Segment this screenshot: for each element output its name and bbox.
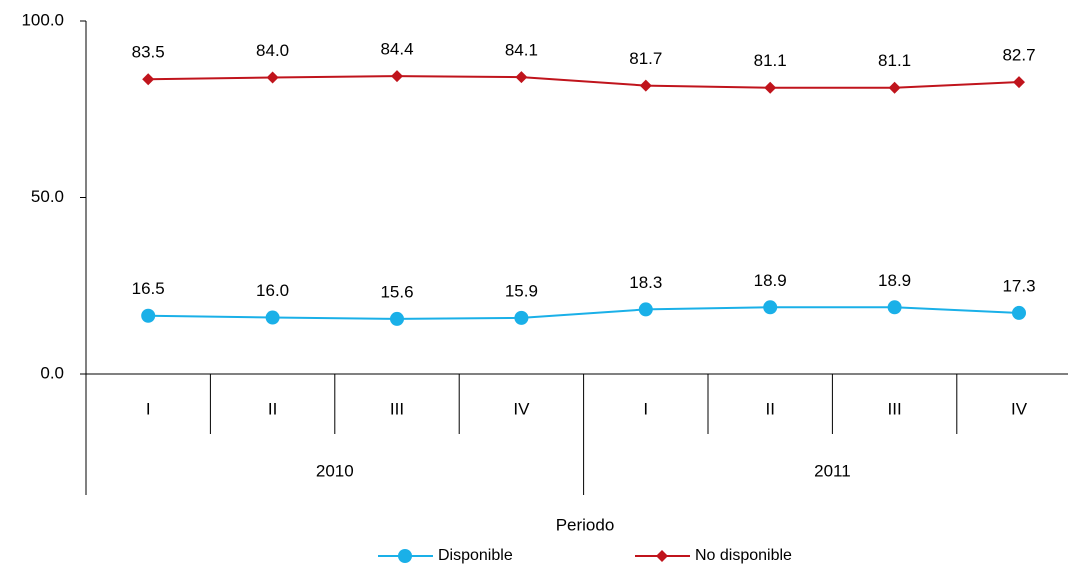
data-point <box>515 71 528 84</box>
legend-marker <box>656 550 668 562</box>
data-label: 84.0 <box>256 41 289 60</box>
x-tick-label: IV <box>1011 399 1028 418</box>
series-line <box>148 75 1020 89</box>
y-tick-label: 0.0 <box>40 363 64 382</box>
data-label: 84.1 <box>505 41 538 60</box>
x-tick-label: I <box>643 399 648 418</box>
data-label: 16.5 <box>132 279 165 298</box>
data-label: 17.3 <box>1002 276 1035 295</box>
y-tick-label: 50.0 <box>31 187 64 206</box>
series-line <box>148 306 1020 320</box>
data-label: 82.7 <box>1002 46 1035 65</box>
legend-label: No disponible <box>695 547 792 564</box>
data-label: 81.7 <box>629 49 662 68</box>
data-point <box>142 73 155 86</box>
x-tick-label: II <box>765 399 774 418</box>
y-tick-label: 100.0 <box>21 10 64 29</box>
data-point <box>390 311 404 326</box>
data-point <box>639 79 652 92</box>
data-point <box>764 81 777 94</box>
x-axis-title: Periodo <box>556 515 615 534</box>
legend-label: Disponible <box>438 547 513 564</box>
group-label: 2010 <box>316 461 354 480</box>
data-point <box>887 300 902 315</box>
x-tick-label: III <box>390 399 404 418</box>
data-label: 83.5 <box>132 43 165 62</box>
group-label: 2011 <box>814 461 851 480</box>
data-point <box>514 310 529 325</box>
data-point <box>763 300 778 315</box>
data-point <box>265 310 280 325</box>
x-tick-label: III <box>888 399 902 418</box>
data-point <box>391 70 403 83</box>
data-label: 18.3 <box>629 273 662 292</box>
data-label: 84.4 <box>380 40 413 59</box>
data-point <box>141 308 156 323</box>
data-point <box>266 71 279 84</box>
data-point <box>638 302 653 317</box>
data-label: 81.1 <box>754 51 787 70</box>
data-label: 18.9 <box>878 271 911 290</box>
data-label: 15.9 <box>505 281 538 300</box>
x-tick-label: IV <box>513 399 530 418</box>
data-point <box>1012 305 1026 320</box>
data-point <box>888 81 901 94</box>
data-label: 18.9 <box>754 271 787 290</box>
data-label: 81.1 <box>878 51 911 70</box>
x-tick-label: II <box>268 399 277 418</box>
data-point <box>1013 76 1025 89</box>
data-label: 16.0 <box>256 281 289 300</box>
x-tick-label: I <box>146 399 151 418</box>
data-label: 15.6 <box>380 282 413 301</box>
legend-marker <box>398 549 412 563</box>
